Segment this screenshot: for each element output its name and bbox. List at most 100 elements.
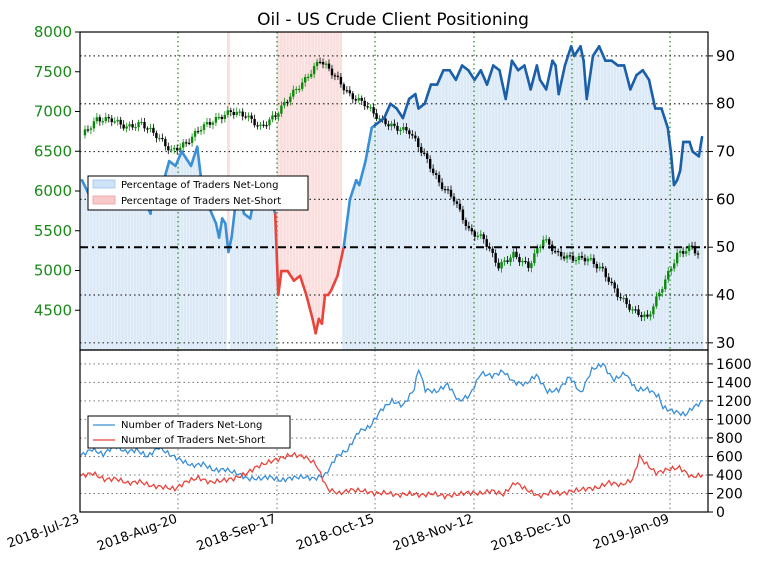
candle-body xyxy=(643,314,646,318)
net-long-fill-bar xyxy=(174,165,177,350)
candle-body xyxy=(559,251,563,257)
candle-body xyxy=(649,314,652,317)
net-long-fill-bar xyxy=(345,223,349,350)
net-long-fill-bar xyxy=(541,84,545,350)
net-long-fill-bar xyxy=(454,79,458,350)
net-long-fill-bar xyxy=(273,213,277,350)
net-long-fill-bar xyxy=(121,208,124,350)
percent-net-long-segment xyxy=(211,214,218,225)
bottom-panel-frame xyxy=(79,349,709,513)
net-long-fill-bar xyxy=(622,65,626,350)
candle-body xyxy=(173,147,176,150)
candle-body xyxy=(536,248,539,254)
net-short-fill-bar xyxy=(329,32,333,291)
net-short-fill-bar xyxy=(308,32,311,307)
candle-body xyxy=(479,234,482,236)
candle-body xyxy=(289,96,292,103)
candle-body xyxy=(533,253,536,264)
percent-net-long-segment xyxy=(504,78,511,101)
net-long-fill-bar xyxy=(217,237,221,350)
net-long-fill-bar xyxy=(152,180,156,350)
net-short-fill-bar xyxy=(298,32,302,276)
percent-net-long-segment xyxy=(401,107,408,120)
candle-body xyxy=(678,251,682,253)
percent-net-long-segment xyxy=(529,76,536,91)
net-long-fill-bar xyxy=(616,65,620,350)
net-long-fill-bar xyxy=(551,60,554,350)
net-long-fill-bar xyxy=(613,63,617,351)
candle-body xyxy=(321,62,325,65)
candle-body xyxy=(571,255,575,261)
candle-body xyxy=(95,117,99,122)
net-short-fill-bar xyxy=(326,32,330,296)
percent-net-long-segment xyxy=(563,54,570,67)
percent-net-long-segment xyxy=(345,198,352,225)
candle-body xyxy=(681,251,685,254)
net-long-fill-bar xyxy=(251,201,255,350)
candle-body xyxy=(369,107,372,109)
net-long-fill-bar xyxy=(83,186,87,350)
candle-body xyxy=(527,261,530,268)
candle-body xyxy=(360,97,363,101)
percent-net-long-segment xyxy=(666,126,673,153)
percent-tick-label: 40 xyxy=(716,286,735,304)
candle-body xyxy=(652,306,655,315)
candle-body xyxy=(512,251,515,258)
candle-body xyxy=(223,114,227,119)
net-long-fill-bar xyxy=(192,156,196,350)
percent-net-long-segment xyxy=(336,260,342,278)
candle-body xyxy=(339,76,343,85)
net-long-fill-bar xyxy=(177,158,180,350)
net-long-fill-bar xyxy=(114,194,118,350)
candle-body xyxy=(232,111,235,115)
candle-body xyxy=(473,231,477,237)
candle-body xyxy=(342,84,346,91)
net-long-fill-bar xyxy=(86,192,90,350)
net-short-fill-bar xyxy=(301,32,305,286)
price-tick-label: 4500 xyxy=(34,301,72,319)
net-long-fill-bar xyxy=(364,161,367,350)
percent-net-long-segment xyxy=(314,317,321,335)
candle-body xyxy=(259,124,262,126)
candle-body xyxy=(548,239,551,245)
percent-net-long-segment xyxy=(498,68,504,86)
net-long-fill-bar xyxy=(423,103,427,350)
net-long-fill-bar xyxy=(99,194,103,350)
percent-net-long-segment xyxy=(597,45,604,55)
candle-body xyxy=(408,130,411,135)
candle-body xyxy=(494,253,497,263)
candle-body xyxy=(425,153,429,159)
percent-net-long-segment xyxy=(426,83,433,96)
percent-net-long-segment xyxy=(276,269,283,297)
net-short-fill-bar xyxy=(289,32,293,276)
candle-body xyxy=(399,129,402,132)
count-tick-label: 1200 xyxy=(716,394,752,410)
candle-body xyxy=(309,74,313,77)
percent-net-long-segment xyxy=(174,157,180,168)
candle-body xyxy=(113,121,116,123)
candle-body xyxy=(265,125,268,127)
candle-body xyxy=(140,121,143,124)
candle-body xyxy=(250,115,253,119)
net-long-fill-bar xyxy=(149,213,152,350)
candle-body xyxy=(467,225,471,229)
net-long-fill-bar xyxy=(498,70,501,350)
x-tick-label: 2018-Sep-17 xyxy=(195,512,279,555)
candle-body xyxy=(149,127,152,130)
candle-body xyxy=(506,260,509,262)
candle-body xyxy=(152,127,155,133)
candle-body xyxy=(146,128,149,130)
net-long-fill-bar xyxy=(647,79,651,350)
net-long-fill-bar xyxy=(482,77,486,350)
candle-body xyxy=(116,119,119,122)
candle-body xyxy=(214,116,218,123)
net-long-fill-bar xyxy=(494,67,498,351)
candle-body xyxy=(545,239,548,241)
candle-body xyxy=(613,282,616,289)
candle-body xyxy=(384,118,387,125)
percent-net-long-segment xyxy=(320,293,327,325)
net-long-fill-bar xyxy=(420,106,423,350)
net-long-fill-bar xyxy=(547,75,551,350)
net-long-fill-bar xyxy=(604,60,607,350)
